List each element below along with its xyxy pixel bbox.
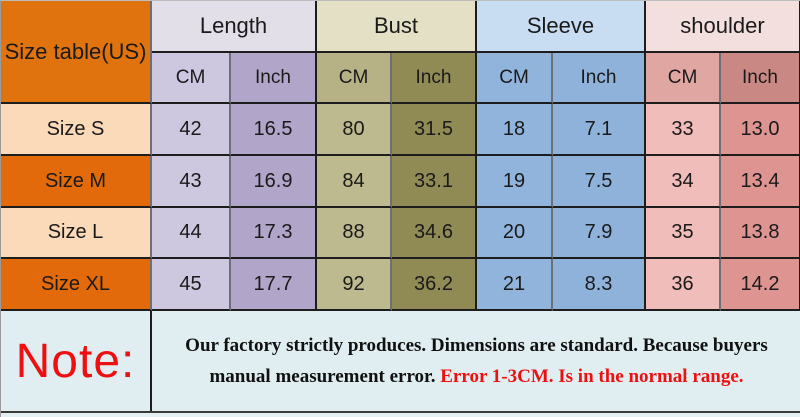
col-group-bust: Bust xyxy=(317,1,477,53)
row-label-size-m: Size M xyxy=(1,156,152,208)
subcol-length-cm: CM xyxy=(152,53,231,104)
note-line-2-red: Error 1-3CM. Is in the normal range. xyxy=(440,366,744,387)
cell-size-xl-sleeve-cm: 21 xyxy=(477,259,553,311)
size-table: Size table(US) Length Bust Sleeve should… xyxy=(1,1,800,311)
table-title: Size table(US) xyxy=(1,1,152,104)
subcol-bust-inch: Inch xyxy=(392,53,477,104)
col-group-shoulder: shoulder xyxy=(646,1,800,53)
cell-size-l-shoulder-inch: 13.8 xyxy=(721,208,800,259)
cell-size-xl-bust-cm: 92 xyxy=(317,259,392,311)
cell-size-s-sleeve-cm: 18 xyxy=(477,104,553,156)
cell-size-l-bust-inch: 34.6 xyxy=(392,208,477,259)
cell-size-xl-shoulder-inch: 14.2 xyxy=(721,259,800,311)
note-line-1: Our factory strictly produces. Dimension… xyxy=(185,335,768,356)
row-label-size-l: Size L xyxy=(1,208,152,259)
subcol-sleeve-cm: CM xyxy=(477,53,553,104)
cell-size-s-shoulder-cm: 33 xyxy=(646,104,721,156)
row-label-size-xl: Size XL xyxy=(1,259,152,311)
row-label-size-s: Size S xyxy=(1,104,152,156)
cell-size-m-length-cm: 43 xyxy=(152,156,231,208)
bottom-strip xyxy=(1,413,800,417)
col-group-sleeve: Sleeve xyxy=(477,1,646,53)
cell-size-s-sleeve-inch: 7.1 xyxy=(553,104,646,156)
cell-size-m-shoulder-inch: 13.4 xyxy=(721,156,800,208)
cell-size-l-bust-cm: 88 xyxy=(317,208,392,259)
cell-size-l-length-cm: 44 xyxy=(152,208,231,259)
cell-size-m-sleeve-cm: 19 xyxy=(477,156,553,208)
cell-size-l-sleeve-cm: 20 xyxy=(477,208,553,259)
subcol-sleeve-inch: Inch xyxy=(553,53,646,104)
cell-size-xl-length-cm: 45 xyxy=(152,259,231,311)
cell-size-xl-length-inch: 17.7 xyxy=(231,259,317,311)
cell-size-s-length-cm: 42 xyxy=(152,104,231,156)
cell-size-s-length-inch: 16.5 xyxy=(231,104,317,156)
cell-size-xl-bust-inch: 36.2 xyxy=(392,259,477,311)
cell-size-xl-sleeve-inch: 8.3 xyxy=(553,259,646,311)
cell-size-s-bust-cm: 80 xyxy=(317,104,392,156)
subcol-shoulder-inch: Inch xyxy=(721,53,800,104)
cell-size-m-sleeve-inch: 7.5 xyxy=(553,156,646,208)
cell-size-m-length-inch: 16.9 xyxy=(231,156,317,208)
cell-size-l-sleeve-inch: 7.9 xyxy=(553,208,646,259)
subcol-bust-cm: CM xyxy=(317,53,392,104)
cell-size-m-bust-cm: 84 xyxy=(317,156,392,208)
note-line-2: manual measurement error. Error 1-3CM. Is… xyxy=(209,361,743,392)
subcol-shoulder-cm: CM xyxy=(646,53,721,104)
cell-size-s-bust-inch: 31.5 xyxy=(392,104,477,156)
col-group-length: Length xyxy=(152,1,317,53)
cell-size-l-length-inch: 17.3 xyxy=(231,208,317,259)
cell-size-m-bust-inch: 33.1 xyxy=(392,156,477,208)
cell-size-s-shoulder-inch: 13.0 xyxy=(721,104,800,156)
note-text: Our factory strictly produces. Dimension… xyxy=(152,311,800,411)
cell-size-xl-shoulder-cm: 36 xyxy=(646,259,721,311)
note-line-2-black: manual measurement error. xyxy=(209,366,436,387)
note-section: Note: Our factory strictly produces. Dim… xyxy=(1,311,800,413)
subcol-length-inch: Inch xyxy=(231,53,317,104)
cell-size-l-shoulder-cm: 35 xyxy=(646,208,721,259)
cell-size-m-shoulder-cm: 34 xyxy=(646,156,721,208)
note-label: Note: xyxy=(1,311,152,411)
